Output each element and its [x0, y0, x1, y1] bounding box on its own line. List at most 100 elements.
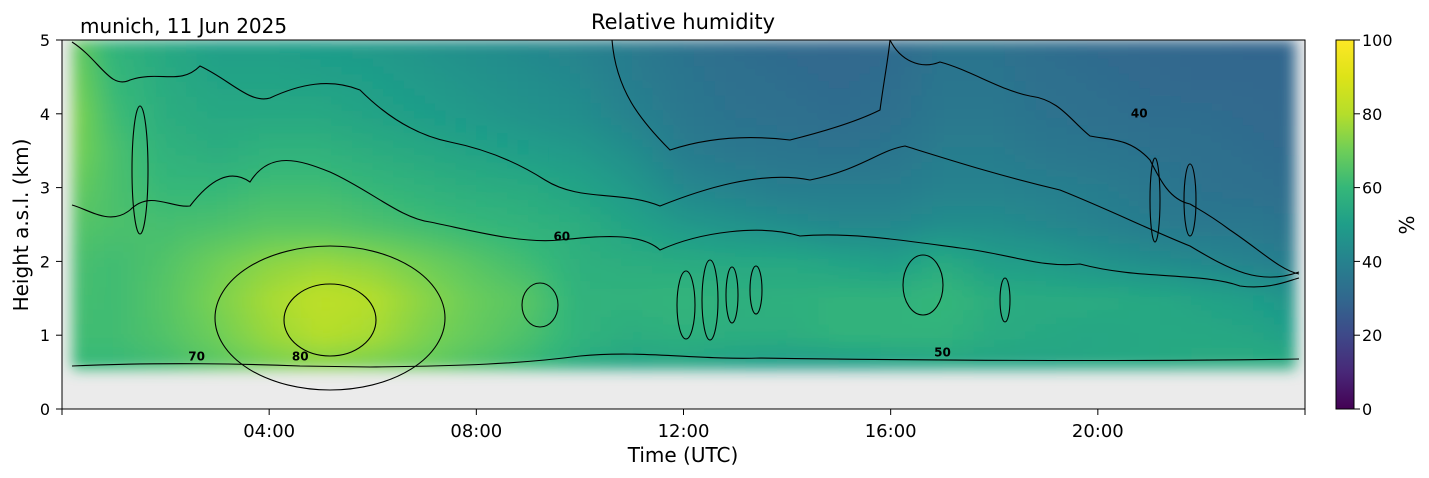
heatmap-cell — [1211, 161, 1223, 170]
heatmap-cell — [704, 51, 716, 60]
heatmap-cell — [238, 191, 250, 200]
heatmap-cell — [383, 213, 395, 222]
heatmap-cell — [921, 213, 933, 222]
heatmap-cell — [403, 346, 415, 355]
heatmap-cell — [1056, 58, 1068, 67]
heatmap-cell — [807, 250, 819, 259]
heatmap-cell — [849, 51, 861, 60]
heatmap-cell — [932, 147, 944, 156]
heatmap-cell — [248, 338, 260, 348]
heatmap-cell — [352, 309, 364, 318]
heatmap-cell — [497, 43, 509, 52]
heatmap-cell — [579, 110, 592, 119]
heatmap-cell — [424, 43, 436, 52]
heatmap-cell — [890, 58, 902, 67]
heatmap-cell — [859, 346, 871, 355]
heatmap-cell — [175, 191, 188, 200]
heatmap-cell — [269, 87, 281, 97]
heatmap-cell — [911, 51, 923, 60]
heatmap-cell — [807, 110, 819, 119]
heatmap-cell — [828, 117, 840, 126]
heatmap-cell — [932, 235, 944, 244]
heatmap-cell — [497, 301, 509, 311]
heatmap-cell — [1180, 102, 1192, 111]
heatmap-cell — [538, 198, 550, 207]
heatmap-cell — [258, 257, 270, 266]
heatmap-cell — [455, 316, 467, 325]
heatmap-cell — [797, 198, 809, 207]
heatmap-cell — [300, 102, 312, 111]
heatmap-cell — [1149, 191, 1161, 200]
heatmap-cell — [310, 124, 322, 134]
heatmap-cell — [1077, 294, 1089, 303]
heatmap-cell — [227, 80, 239, 89]
heatmap-cell — [455, 139, 467, 148]
heatmap-cell — [1139, 124, 1151, 134]
heatmap-cell — [652, 242, 664, 252]
heatmap-cell — [859, 58, 871, 67]
heatmap-cell — [548, 191, 560, 200]
heatmap-cell — [528, 331, 540, 340]
heatmap-cell — [1170, 294, 1182, 303]
heatmap-cell — [828, 250, 840, 259]
heatmap-cell — [787, 102, 799, 111]
heatmap-cell — [631, 161, 643, 170]
heatmap-cell — [818, 257, 830, 266]
heatmap-cell — [144, 324, 157, 333]
heatmap-cell — [414, 265, 426, 274]
heatmap-cell — [269, 324, 281, 333]
heatmap-cell — [610, 147, 623, 156]
heatmap-cell — [1056, 353, 1068, 362]
heatmap-cell — [1056, 279, 1068, 289]
heatmap-cell — [269, 147, 281, 156]
heatmap-cell — [538, 220, 550, 229]
heatmap-cell — [818, 250, 830, 259]
heatmap-cell — [1046, 250, 1058, 259]
heatmap-cell — [1035, 161, 1047, 170]
heatmap-cell — [476, 124, 488, 134]
heatmap-cell — [1108, 80, 1120, 89]
heatmap-cell — [1014, 279, 1027, 289]
heatmap-cell — [1159, 154, 1172, 163]
heatmap-cell — [300, 257, 312, 266]
heatmap-cell — [434, 117, 447, 126]
heatmap-cell — [559, 316, 571, 325]
heatmap-cell — [1180, 213, 1192, 222]
heatmap-cell — [1191, 220, 1203, 229]
heatmap-cell — [828, 110, 840, 119]
heatmap-cell — [973, 220, 985, 229]
heatmap-cell — [590, 87, 602, 97]
heatmap-cell — [465, 80, 478, 89]
heatmap-cell — [207, 309, 219, 318]
heatmap-cell — [756, 316, 768, 325]
heatmap-cell — [921, 95, 933, 104]
heatmap-cell — [1118, 154, 1130, 163]
heatmap-cell — [1180, 309, 1192, 318]
heatmap-cell — [621, 51, 633, 60]
heatmap-cell — [476, 65, 488, 75]
heatmap-cell — [434, 272, 447, 281]
heatmap-cell — [704, 346, 716, 355]
heatmap-cell — [983, 257, 996, 266]
heatmap-cell — [269, 124, 281, 134]
heatmap-cell — [590, 272, 602, 281]
heatmap-cell — [165, 250, 177, 259]
heatmap-cell — [165, 51, 177, 60]
heatmap-cell — [72, 250, 84, 259]
heatmap-cell — [113, 132, 125, 141]
heatmap-cell — [1035, 154, 1047, 163]
heatmap-cell — [372, 147, 384, 156]
heatmap-cell — [693, 265, 706, 274]
heatmap-cell — [289, 102, 302, 111]
heatmap-cell — [776, 102, 788, 111]
heatmap-cell — [320, 206, 333, 215]
heatmap-cell — [72, 331, 84, 340]
heatmap-cell — [507, 40, 519, 45]
heatmap-cell — [952, 220, 964, 229]
heatmap-cell — [1159, 346, 1172, 355]
heatmap-cell — [859, 272, 871, 281]
heatmap-cell — [1035, 147, 1047, 156]
heatmap-cell — [352, 161, 364, 170]
heatmap-cell — [393, 242, 405, 252]
heatmap-cell — [1170, 242, 1182, 252]
